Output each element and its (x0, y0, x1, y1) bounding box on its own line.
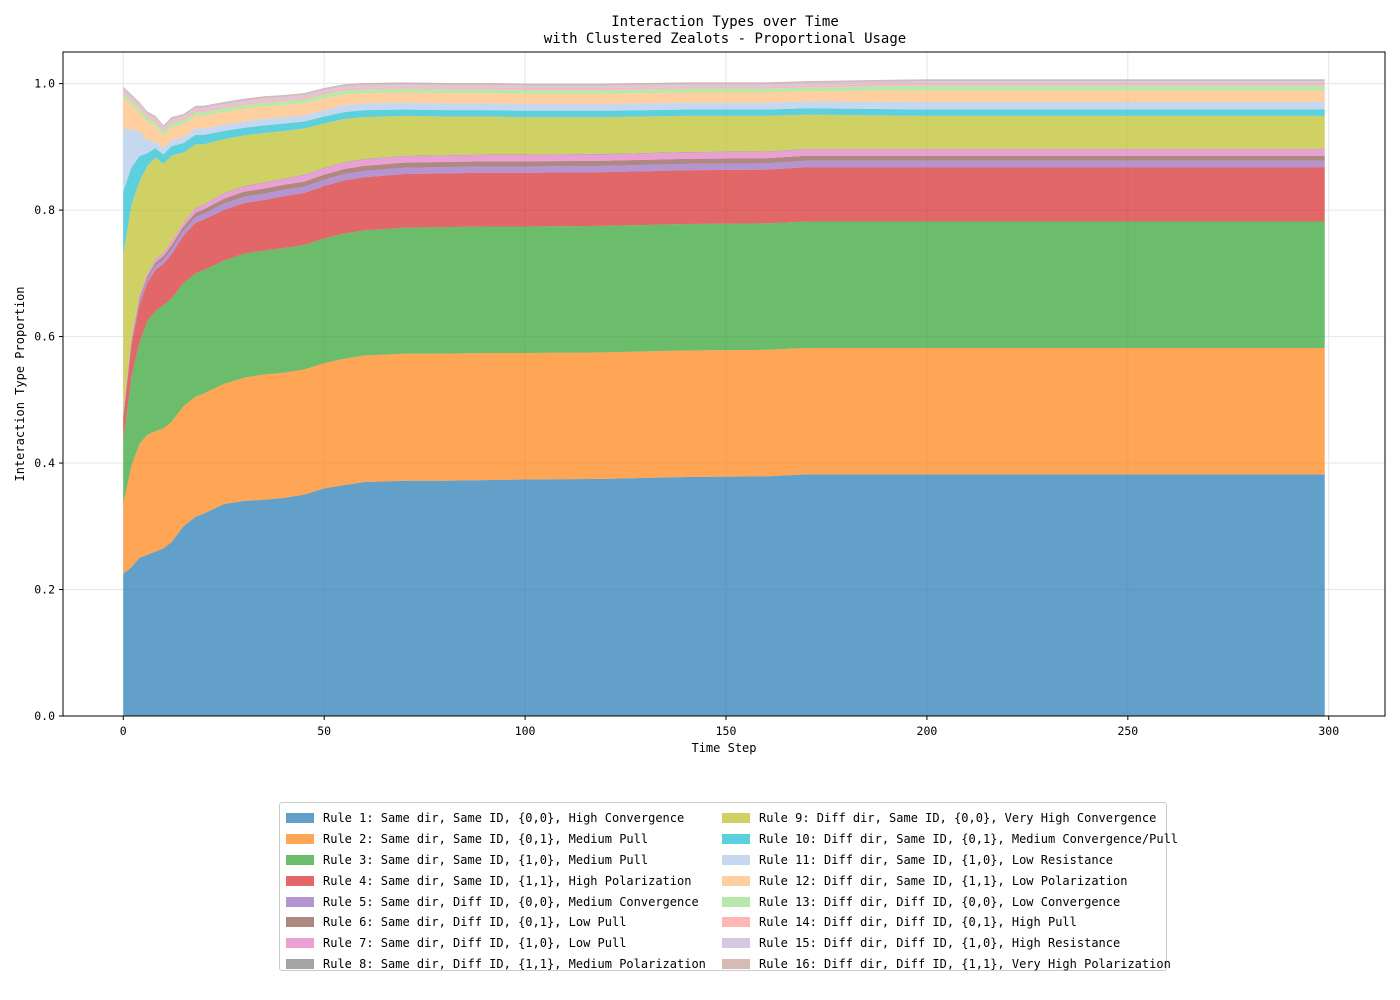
x-tick-label-1: 50 (317, 724, 331, 738)
legend-swatch-4 (286, 875, 314, 886)
legend-item-1: Rule 1: Same dir, Same ID, {0,0}, High C… (286, 808, 706, 829)
legend-label-9: Rule 9: Diff dir, Same ID, {0,0}, Very H… (759, 811, 1157, 826)
area-series-4 (123, 167, 1325, 441)
legend-swatch-13 (722, 896, 750, 907)
legend-column-1: Rule 1: Same dir, Same ID, {0,0}, High C… (286, 808, 706, 974)
area-series-9 (123, 114, 1325, 414)
legend-label-11: Rule 11: Diff dir, Same ID, {1,0}, Low R… (759, 852, 1114, 867)
legend-swatch-15 (722, 938, 750, 949)
x-tick-label-4: 200 (917, 724, 938, 738)
area-series-12 (123, 90, 1325, 149)
legend-label-5: Rule 5: Same dir, Diff ID, {0,0}, Medium… (323, 894, 699, 909)
area-series-1 (123, 474, 1325, 716)
legend-item-8: Rule 8: Same dir, Diff ID, {1,1}, Medium… (286, 954, 706, 975)
legend-item-15: Rule 15: Diff dir, Diff ID, {1,0}, High … (722, 933, 1178, 954)
legend-label-15: Rule 15: Diff dir, Diff ID, {1,0}, High … (759, 936, 1121, 951)
y-tick-label-5: 1.0 (34, 77, 55, 91)
x-tick-label-0: 0 (120, 724, 127, 738)
plot-frame (62, 51, 1386, 717)
legend-swatch-12 (722, 875, 750, 886)
legend-label-12: Rule 12: Diff dir, Same ID, {1,1}, Low P… (759, 873, 1128, 888)
x-tick-label-6: 300 (1318, 724, 1339, 738)
y-tick-label-0: 0.0 (34, 709, 55, 723)
legend-swatch-8 (286, 958, 314, 969)
legend-label-1: Rule 1: Same dir, Same ID, {0,0}, High C… (323, 811, 685, 826)
legend-swatch-7 (286, 938, 314, 949)
legend-item-6: Rule 6: Same dir, Diff ID, {0,1}, Low Pu… (286, 912, 706, 933)
chart-title-line-2: with Clustered Zealots - Proportional Us… (544, 31, 906, 47)
legend-swatch-14 (722, 917, 750, 928)
legend-swatch-2 (286, 834, 314, 845)
legend-label-14: Rule 14: Diff dir, Diff ID, {0,1}, High … (759, 915, 1077, 930)
legend-swatch-1 (286, 813, 314, 824)
legend-label-16: Rule 16: Diff dir, Diff ID, {1,1}, Very … (759, 956, 1171, 971)
legend-column-2: Rule 9: Diff dir, Same ID, {0,0}, Very H… (722, 808, 1178, 974)
legend-item-4: Rule 4: Same dir, Same ID, {1,1}, High P… (286, 870, 706, 891)
y-tick-label-4: 0.8 (34, 203, 55, 217)
legend-item-10: Rule 10: Diff dir, Same ID, {0,1}, Mediu… (722, 829, 1178, 850)
legend-label-7: Rule 7: Same dir, Diff ID, {1,0}, Low Pu… (323, 936, 627, 951)
y-tick-label-1: 0.2 (34, 583, 55, 597)
area-series-2 (123, 347, 1325, 574)
legend-swatch-10 (722, 834, 750, 845)
y-axis-label: Interaction Type Proportion (13, 286, 27, 481)
legend-swatch-6 (286, 917, 314, 928)
legend-label-10: Rule 10: Diff dir, Same ID, {0,1}, Mediu… (759, 832, 1179, 847)
legend-item-2: Rule 2: Same dir, Same ID, {0,1}, Medium… (286, 829, 706, 850)
legend-label-6: Rule 6: Same dir, Diff ID, {0,1}, Low Pu… (323, 915, 627, 930)
area-series-13 (123, 85, 1325, 136)
area-layers (123, 79, 1325, 716)
x-axis-ticks: 0 50 100 150 200 250 300 (120, 716, 1339, 738)
legend-item-3: Rule 3: Same dir, Same ID, {1,0}, Medium… (286, 850, 706, 871)
x-tick-label-5: 250 (1117, 724, 1138, 738)
legend-swatch-5 (286, 896, 314, 907)
legend-label-8: Rule 8: Same dir, Diff ID, {1,1}, Medium… (323, 956, 706, 971)
area-series-3 (123, 221, 1325, 505)
legend-swatch-3 (286, 854, 314, 865)
legend: Rule 1: Same dir, Same ID, {0,0}, High C… (279, 802, 1178, 974)
legend-item-16: Rule 16: Diff dir, Diff ID, {1,1}, Very … (722, 954, 1178, 975)
legend-label-4: Rule 4: Same dir, Same ID, {1,1}, High P… (323, 873, 692, 888)
legend-item-14: Rule 14: Diff dir, Diff ID, {0,1}, High … (722, 912, 1178, 933)
legend-swatch-16 (722, 958, 750, 969)
legend-item-12: Rule 12: Diff dir, Same ID, {1,1}, Low P… (722, 870, 1178, 891)
x-tick-label-2: 100 (515, 724, 536, 738)
x-axis-label: Time Step (691, 741, 756, 755)
y-tick-label-3: 0.6 (34, 330, 55, 344)
legend-label-13: Rule 13: Diff dir, Diff ID, {0,0}, Low C… (759, 894, 1121, 909)
legend-label-3: Rule 3: Same dir, Same ID, {1,0}, Medium… (323, 852, 649, 867)
legend-item-9: Rule 9: Diff dir, Same ID, {0,0}, Very H… (722, 808, 1178, 829)
legend-item-13: Rule 13: Diff dir, Diff ID, {0,0}, Low C… (722, 891, 1178, 912)
legend-item-11: Rule 11: Diff dir, Same ID, {1,0}, Low R… (722, 850, 1178, 871)
legend-swatch-11 (722, 854, 750, 865)
legend-item-5: Rule 5: Same dir, Diff ID, {0,0}, Medium… (286, 891, 706, 912)
legend-swatch-9 (722, 813, 750, 824)
stacked-area-chart: Interaction Types over Time with Cluster… (13, 14, 1386, 755)
legend-item-7: Rule 7: Same dir, Diff ID, {1,0}, Low Pu… (286, 933, 706, 954)
chart-title-line-1: Interaction Types over Time (611, 14, 839, 30)
x-tick-label-3: 150 (716, 724, 737, 738)
y-axis-ticks: 0.0 0.2 0.4 0.6 0.8 1.0 (34, 77, 63, 723)
legend-label-2: Rule 2: Same dir, Same ID, {0,1}, Medium… (323, 832, 649, 847)
y-tick-label-2: 0.4 (34, 456, 55, 470)
